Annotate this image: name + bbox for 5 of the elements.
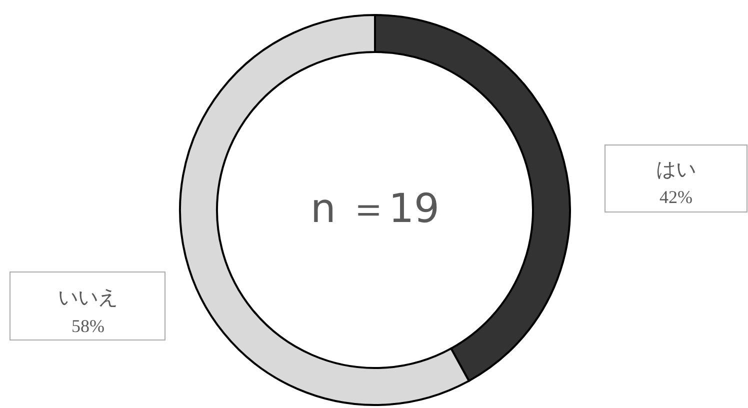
slice-label: はい [656, 157, 696, 181]
text: n ＝19 [310, 186, 440, 232]
data-label: 58% [72, 316, 104, 336]
data-label: 42% [660, 187, 692, 207]
slice-label: いいえ [58, 285, 118, 309]
